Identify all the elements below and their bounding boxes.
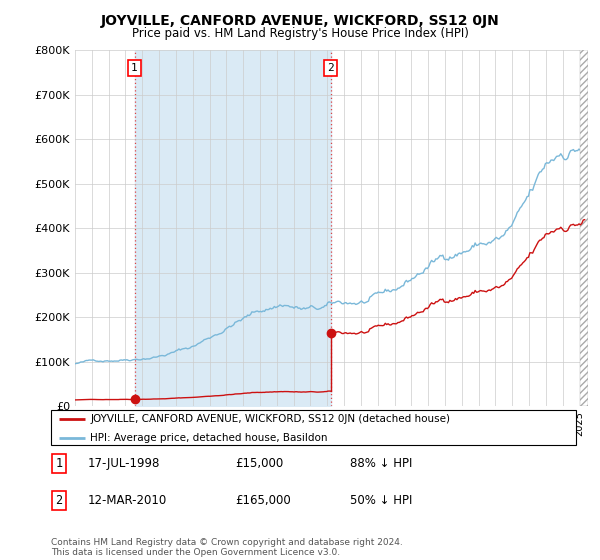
Text: JOYVILLE, CANFORD AVENUE, WICKFORD, SS12 0JN (detached house): JOYVILLE, CANFORD AVENUE, WICKFORD, SS12… <box>91 414 451 424</box>
Text: £165,000: £165,000 <box>235 494 290 507</box>
FancyBboxPatch shape <box>51 410 576 445</box>
Text: HPI: Average price, detached house, Basildon: HPI: Average price, detached house, Basi… <box>91 432 328 442</box>
Text: Contains HM Land Registry data © Crown copyright and database right 2024.
This d: Contains HM Land Registry data © Crown c… <box>51 538 403 557</box>
Text: 2: 2 <box>55 494 62 507</box>
Text: 50% ↓ HPI: 50% ↓ HPI <box>350 494 413 507</box>
Text: £15,000: £15,000 <box>235 457 283 470</box>
Text: 17-JUL-1998: 17-JUL-1998 <box>88 457 160 470</box>
Text: 88% ↓ HPI: 88% ↓ HPI <box>350 457 413 470</box>
Text: 1: 1 <box>131 63 138 73</box>
Text: JOYVILLE, CANFORD AVENUE, WICKFORD, SS12 0JN: JOYVILLE, CANFORD AVENUE, WICKFORD, SS12… <box>101 14 499 28</box>
Text: 1: 1 <box>55 457 62 470</box>
Text: Price paid vs. HM Land Registry's House Price Index (HPI): Price paid vs. HM Land Registry's House … <box>131 27 469 40</box>
Text: 2: 2 <box>328 63 334 73</box>
Text: 12-MAR-2010: 12-MAR-2010 <box>88 494 167 507</box>
